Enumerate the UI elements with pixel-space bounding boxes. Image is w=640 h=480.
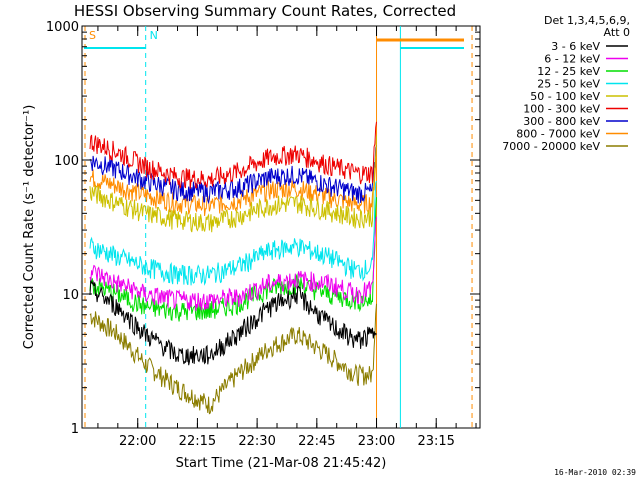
marker-label: N: [150, 29, 158, 42]
x-axis-label: Start Time (21-Mar-08 21:45:42): [176, 456, 387, 471]
timestamp: 16-Mar-2010 02:39: [554, 468, 636, 477]
series-line: [89, 180, 377, 286]
legend-label: 6 - 12 keV: [544, 53, 600, 66]
x-axis: 22:00 22:15 22:30 22:45 23:00 23:15: [97, 26, 477, 449]
series-line: [89, 145, 377, 205]
series-line: [89, 280, 377, 366]
x-tick-label: 22:45: [298, 434, 335, 449]
legend-label: 25 - 50 keV: [537, 78, 600, 91]
y-tick-label: 1: [71, 422, 79, 437]
series-line: [89, 135, 377, 233]
series-line: [89, 121, 377, 189]
series-line: [89, 197, 377, 322]
legend-label: 7000 - 20000 keV: [502, 140, 600, 153]
x-tick-label: 22:30: [238, 434, 275, 449]
series-line: [89, 216, 377, 312]
x-tick-label: 22:00: [119, 434, 156, 449]
legend-label: 100 - 300 keV: [523, 103, 600, 116]
plot-frame: [81, 25, 481, 429]
legend-header-line-2: Att 0: [604, 26, 630, 39]
legend-label: 12 - 25 keV: [537, 65, 600, 78]
y-axis-label: Corrected Count Rate (s⁻¹ detector⁻¹): [22, 105, 37, 350]
x-tick-label: 23:00: [358, 434, 395, 449]
series-layer: [89, 121, 377, 415]
marker-label: S: [89, 29, 96, 42]
legend-label: 3 - 6 keV: [551, 40, 600, 53]
legend-header-line-1: Det 1,3,4,5,6,9,: [544, 14, 630, 27]
chart-title: HESSI Observing Summary Count Rates, Cor…: [74, 2, 456, 20]
x-tick-label: 23:15: [417, 434, 454, 449]
legend-label: 300 - 800 keV: [523, 115, 600, 128]
y-tick-label: 1000: [46, 20, 79, 35]
legend-label: 50 - 100 keV: [530, 90, 600, 103]
y-tick-label: 10: [62, 288, 79, 303]
legend-label: 800 - 7000 keV: [516, 128, 600, 141]
series-line: [89, 303, 377, 415]
y-tick-label: 100: [54, 154, 79, 169]
x-tick-label: 22:15: [179, 434, 216, 449]
y-axis: 1 10 100 1000: [46, 20, 480, 437]
